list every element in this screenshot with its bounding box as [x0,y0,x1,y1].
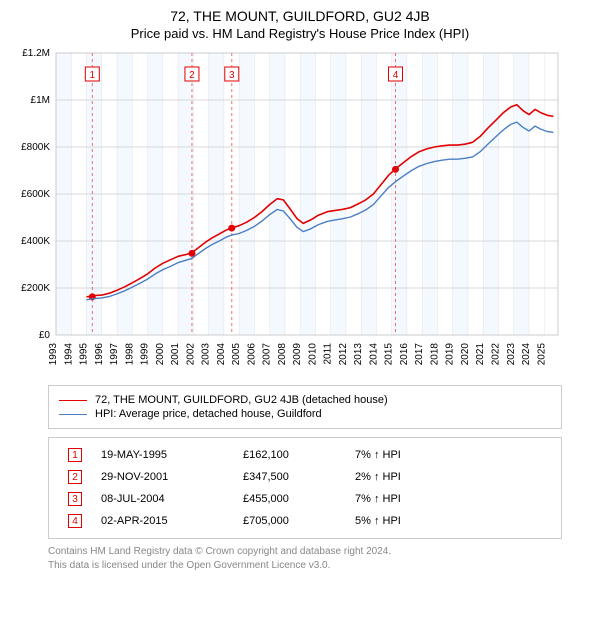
svg-text:£1.2M: £1.2M [22,48,50,59]
transaction-row: 2 29-NOV-2001£347,5002% ↑ HPI [55,466,555,488]
page-title: 72, THE MOUNT, GUILDFORD, GU2 4JB [8,8,592,24]
svg-text:2000: 2000 [155,343,166,366]
svg-text:1993: 1993 [48,343,59,366]
legend: 72, THE MOUNT, GUILDFORD, GU2 4JB (detac… [48,385,562,429]
svg-text:2003: 2003 [201,343,212,366]
tx-pct: 7% ↑ HPI [349,445,461,465]
svg-text:2007: 2007 [262,343,273,366]
svg-text:2005: 2005 [231,343,242,366]
legend-row-hpi: HPI: Average price, detached house, Guil… [59,408,551,420]
svg-text:1: 1 [90,70,96,81]
svg-text:2012: 2012 [338,343,349,366]
svg-text:2013: 2013 [353,343,364,366]
tx-marker: 2 [68,470,82,484]
page-subtitle: Price paid vs. HM Land Registry's House … [8,26,592,41]
tx-price: £347,500 [237,467,349,487]
svg-text:2019: 2019 [445,343,456,366]
svg-text:2: 2 [189,70,195,81]
tx-price: £705,000 [237,511,349,531]
svg-text:2025: 2025 [536,343,547,366]
tx-price: £162,100 [237,445,349,465]
svg-text:2017: 2017 [414,343,425,366]
svg-text:1995: 1995 [79,343,90,366]
svg-text:£200K: £200K [21,283,50,294]
svg-text:£600K: £600K [21,189,50,200]
svg-text:2015: 2015 [384,343,395,366]
legend-label-property: 72, THE MOUNT, GUILDFORD, GU2 4JB (detac… [95,394,388,406]
tx-date: 08-JUL-2004 [95,489,237,509]
svg-text:2023: 2023 [506,343,517,366]
transaction-row: 1 19-MAY-1995£162,1007% ↑ HPI [55,444,555,466]
svg-text:1999: 1999 [140,343,151,366]
footnote: Contains HM Land Registry data © Crown c… [48,545,562,572]
svg-text:2022: 2022 [490,343,501,366]
transaction-row: 3 08-JUL-2004£455,0007% ↑ HPI [55,488,555,510]
svg-text:£400K: £400K [21,236,50,247]
legend-swatch-hpi [59,414,87,415]
svg-text:3: 3 [229,70,235,81]
svg-text:2024: 2024 [521,343,532,366]
svg-text:2014: 2014 [368,343,379,366]
svg-text:£0: £0 [39,330,51,341]
tx-pct: 2% ↑ HPI [349,467,461,487]
footnote-line-1: Contains HM Land Registry data © Crown c… [48,545,562,559]
legend-label-hpi: HPI: Average price, detached house, Guil… [95,408,322,420]
svg-text:2021: 2021 [475,343,486,366]
svg-text:2020: 2020 [460,343,471,366]
svg-text:2004: 2004 [216,343,227,366]
tx-pct: 7% ↑ HPI [349,489,461,509]
svg-text:4: 4 [393,70,399,81]
svg-text:2006: 2006 [246,343,257,366]
transactions-table: 119-MAY-1995£162,1007% ↑ HPI229-NOV-2001… [48,437,562,539]
svg-text:1997: 1997 [109,343,120,366]
tx-price: £455,000 [237,489,349,509]
svg-text:2010: 2010 [307,343,318,366]
svg-text:2008: 2008 [277,343,288,366]
svg-text:1998: 1998 [124,343,135,366]
svg-text:2016: 2016 [399,343,410,366]
svg-text:1996: 1996 [94,343,105,366]
footnote-line-2: This data is licensed under the Open Gov… [48,559,562,573]
tx-marker: 4 [68,514,82,528]
svg-text:2011: 2011 [323,343,334,365]
legend-swatch-property [59,400,87,401]
svg-text:2018: 2018 [429,343,440,366]
svg-text:2001: 2001 [170,343,181,366]
svg-text:1994: 1994 [63,343,74,366]
transaction-row: 4 02-APR-2015£705,0005% ↑ HPI [55,510,555,532]
svg-text:2002: 2002 [185,343,196,366]
price-chart: £0 £200K £400K £600K £800K £1M £1.2M 1993 1994 19… [8,47,568,377]
tx-pct: 5% ↑ HPI [349,511,461,531]
svg-text:£1M: £1M [31,95,50,106]
tx-marker: 1 [68,448,82,462]
tx-marker: 3 [68,492,82,506]
svg-text:£800K: £800K [21,142,50,153]
tx-date: 29-NOV-2001 [95,467,237,487]
tx-date: 19-MAY-1995 [95,445,237,465]
svg-text:2009: 2009 [292,343,303,366]
tx-date: 02-APR-2015 [95,511,237,531]
legend-row-property: 72, THE MOUNT, GUILDFORD, GU2 4JB (detac… [59,394,551,406]
